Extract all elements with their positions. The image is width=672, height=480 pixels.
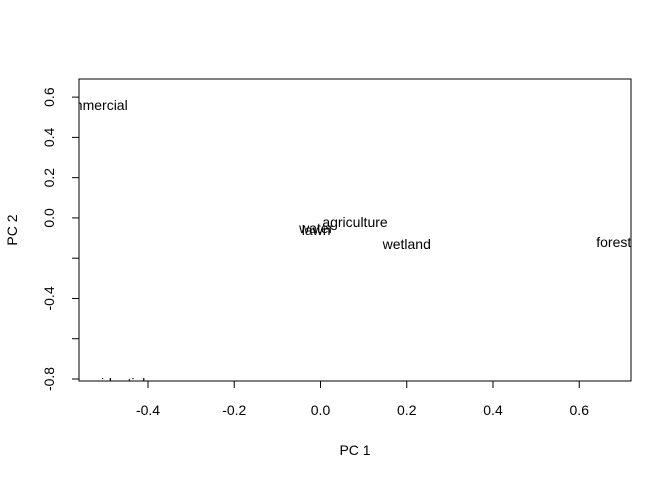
x-tick-label: -0.2 bbox=[222, 402, 246, 418]
point-label-water: water bbox=[298, 220, 334, 236]
x-tick-label: 0.4 bbox=[483, 402, 503, 418]
y-tick-label: 0.4 bbox=[41, 127, 57, 147]
y-axis-title: PC 2 bbox=[4, 214, 20, 245]
x-tick-label: 0.2 bbox=[397, 402, 417, 418]
y-tick-label: -0.4 bbox=[41, 286, 57, 310]
x-axis-title: PC 1 bbox=[339, 442, 370, 458]
plot-frame bbox=[78, 78, 632, 382]
point-label-lawn: lawn bbox=[302, 222, 331, 238]
point-label-commercial: commercial bbox=[56, 97, 128, 113]
x-tick-label: 0.6 bbox=[570, 402, 590, 418]
x-tick-label: -0.4 bbox=[136, 402, 160, 418]
x-tick-label: 0.0 bbox=[311, 402, 331, 418]
y-axis: -0.8 -0.4 0.0 0.2 0.4 0.6 bbox=[41, 87, 80, 391]
y-tick-label: 0.2 bbox=[41, 168, 57, 188]
point-label-wetland: wetland bbox=[382, 236, 431, 252]
point-label-forest: forest bbox=[596, 234, 631, 250]
y-tick-label: 0.6 bbox=[41, 87, 57, 107]
y-tick-label: -0.8 bbox=[41, 367, 57, 391]
x-axis: -0.4 -0.2 0.0 0.2 0.4 0.6 bbox=[136, 380, 590, 418]
y-tick-label: 0.0 bbox=[41, 208, 57, 228]
point-label-agriculture: agriculture bbox=[322, 214, 388, 230]
point-label-residential: residential bbox=[82, 375, 146, 391]
